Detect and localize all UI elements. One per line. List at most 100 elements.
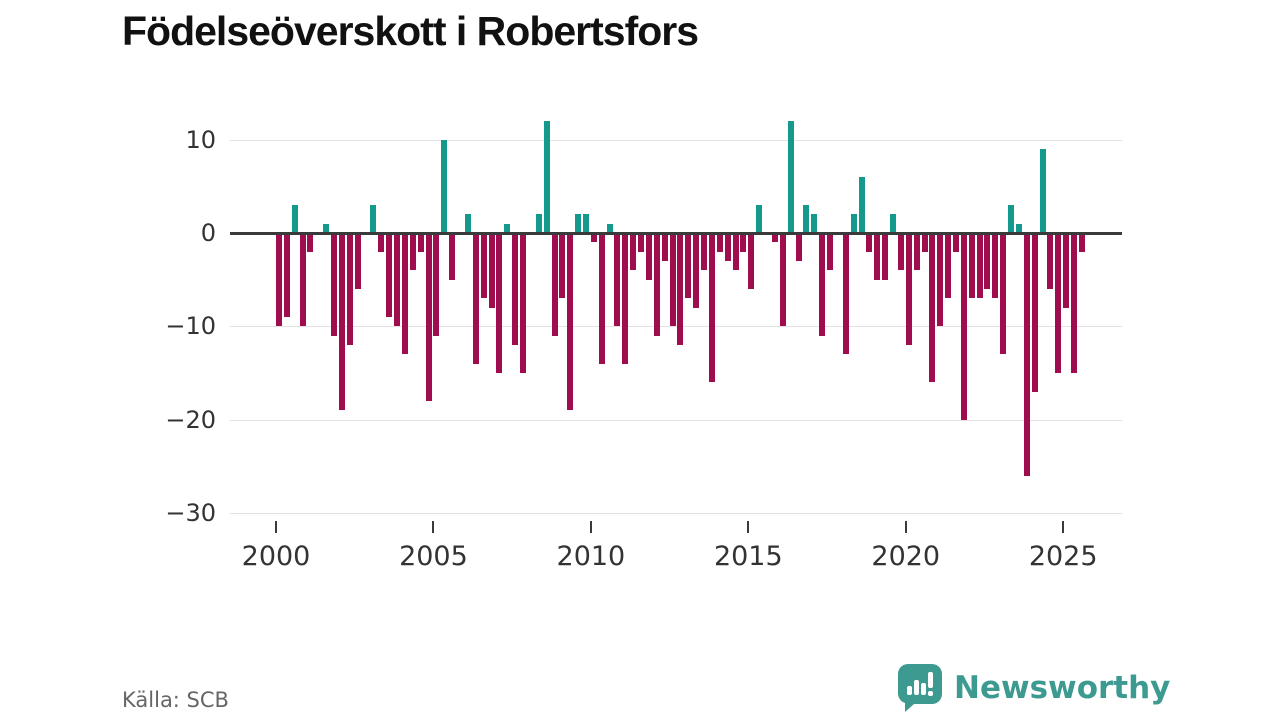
bar-2003Q4	[394, 233, 401, 327]
bar-2011Q3	[638, 233, 645, 252]
bar-2018Q3	[858, 177, 865, 233]
bar-2015Q1	[748, 233, 755, 289]
bar-2017Q1	[811, 214, 818, 233]
bar-2021Q4	[960, 233, 967, 420]
bar-2000Q3	[291, 205, 298, 233]
bar-2018Q4	[866, 233, 873, 252]
brand-logo: Newsworthy	[897, 664, 1171, 712]
brand-name: Newsworthy	[954, 670, 1171, 706]
bar-2024Q3	[1047, 233, 1054, 289]
bar-2011Q2	[630, 233, 637, 271]
bar-2000Q4	[299, 233, 306, 327]
bar-2022Q3	[984, 233, 991, 289]
y-axis-label-0: 0	[200, 219, 216, 247]
bar-2009Q3	[575, 214, 582, 233]
gridline-10	[230, 139, 1122, 141]
bar-2023Q2	[1008, 205, 1015, 233]
source-note: Källa: SCB	[122, 688, 229, 712]
bar-2008Q3	[543, 121, 550, 233]
bar-2012Q3	[669, 233, 676, 327]
bar-2012Q1	[653, 233, 660, 336]
bar-2023Q3	[1015, 223, 1022, 233]
zero-axis-line	[230, 231, 1122, 235]
bar-2016Q4	[803, 205, 810, 233]
bar-2024Q2	[1039, 149, 1046, 233]
bar-2009Q2	[567, 233, 574, 411]
bar-2013Q2	[693, 233, 700, 308]
bar-2002Q2	[346, 233, 353, 345]
bar-2022Q2	[976, 233, 983, 299]
bar-2010Q4	[614, 233, 621, 327]
bar-2004Q3	[417, 233, 424, 252]
bar-2009Q4	[583, 214, 589, 233]
bar-2000Q2	[283, 233, 290, 317]
bar-2015Q4	[771, 233, 778, 243]
bar-2014Q1	[716, 233, 723, 252]
bar-2019Q4	[897, 233, 904, 271]
bar-2025Q1	[1063, 233, 1070, 308]
bar-2009Q1	[559, 233, 566, 299]
bar-2008Q2	[535, 214, 542, 233]
bar-2005Q3	[449, 233, 456, 280]
bar-2003Q2	[378, 233, 385, 252]
newsworthy-logo-icon	[897, 664, 942, 712]
x-tick-2020	[904, 521, 907, 533]
bar-2001Q1	[307, 233, 314, 252]
bar-2021Q1	[937, 233, 944, 327]
bar-2010Q1	[590, 233, 597, 243]
bar-2012Q2	[661, 233, 668, 261]
bar-2005Q1	[433, 233, 440, 336]
gridline--10	[230, 326, 1122, 328]
y-axis-label--30: −30	[165, 498, 216, 527]
bar-2013Q4	[708, 233, 715, 383]
bar-2025Q2	[1071, 233, 1078, 373]
y-axis-label-10: 10	[185, 125, 216, 154]
bar-2006Q2	[472, 233, 479, 364]
bar-2006Q4	[488, 233, 495, 308]
y-axis-label--10: −10	[165, 312, 216, 341]
bar-2002Q3	[354, 233, 361, 289]
bar-2016Q2	[787, 121, 794, 233]
bar-2000Q1	[276, 233, 282, 327]
bar-2004Q1	[401, 233, 408, 355]
bar-2007Q3	[512, 233, 519, 345]
bar-2021Q2	[945, 233, 952, 299]
bar-2016Q1	[779, 233, 786, 327]
bar-2011Q4	[645, 233, 652, 280]
x-axis-label-2005: 2005	[399, 541, 468, 572]
x-axis-label-2020: 2020	[871, 541, 941, 572]
gridline--20	[230, 419, 1122, 421]
x-axis-label-2000: 2000	[241, 541, 311, 572]
bar-2025Q3	[1078, 233, 1085, 252]
bar-2010Q3	[606, 223, 613, 233]
y-axis-label--20: −20	[165, 405, 216, 434]
bar-2007Q1	[496, 233, 503, 373]
bar-2006Q3	[480, 233, 487, 299]
bar-2011Q1	[622, 233, 629, 364]
bar-2008Q4	[551, 233, 558, 336]
x-axis-label-2025: 2025	[1028, 541, 1098, 572]
bar-2013Q1	[685, 233, 692, 299]
bar-2022Q4	[992, 233, 999, 299]
bar-2003Q3	[386, 233, 393, 317]
x-tick-2005	[432, 521, 435, 533]
bar-2022Q1	[968, 233, 975, 299]
bar-2004Q2	[409, 233, 416, 271]
bar-2018Q2	[850, 214, 857, 233]
bar-2023Q1	[1000, 233, 1007, 355]
bar-2005Q2	[441, 139, 448, 233]
bar-2019Q2	[882, 233, 889, 280]
x-tick-2010	[589, 521, 592, 533]
bar-2001Q4	[331, 233, 338, 336]
bar-2001Q3	[323, 223, 330, 233]
bar-2024Q1	[1031, 233, 1038, 392]
bar-2019Q1	[874, 233, 881, 280]
x-axis-label-2010: 2010	[556, 541, 626, 572]
bar-2016Q3	[795, 233, 802, 261]
bar-2013Q3	[701, 233, 708, 271]
bar-2012Q4	[677, 233, 684, 345]
bar-2017Q3	[827, 233, 834, 271]
bar-2003Q1	[370, 205, 377, 233]
bar-2014Q2	[724, 233, 731, 261]
